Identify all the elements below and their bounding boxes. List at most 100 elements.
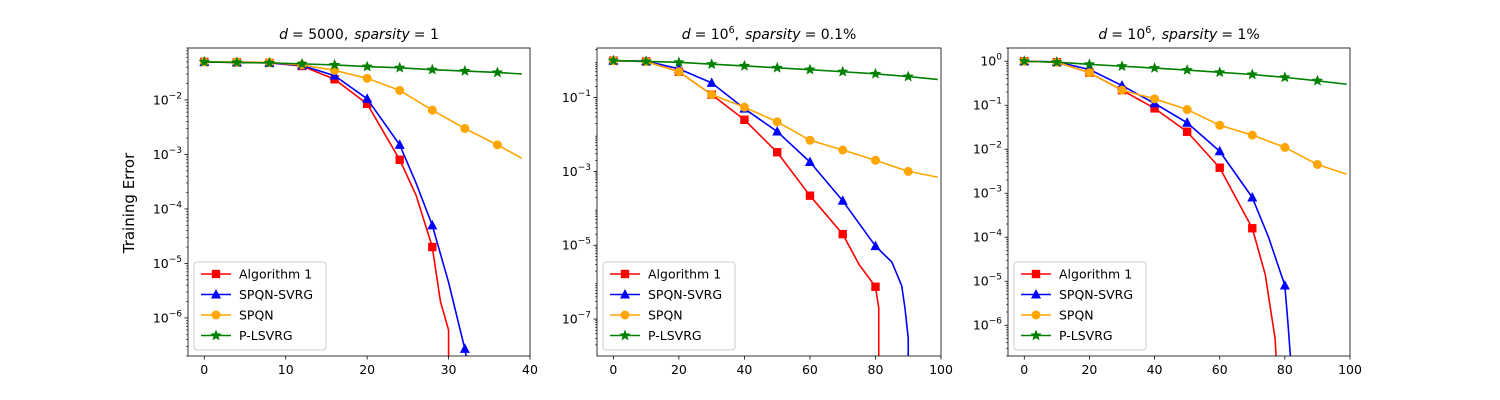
title-comma: , (1151, 27, 1155, 43)
chart-panel-3: d = 106, sparsity = 1%10−610−510−410−310−21… (973, 25, 1362, 377)
data-point-algorithm-1 (1150, 104, 1159, 113)
title-sparsity-value: = 0.1% (805, 27, 857, 43)
data-point-spqn (1312, 160, 1322, 170)
legend-label-spqn-svrg: SPQN-SVRG (648, 287, 722, 302)
y-tick-label: 10−5 (973, 273, 1002, 289)
x-tick-label: 10 (278, 362, 294, 377)
chart-panel-2: d = 106, sparsity = 0.1%10−710−510−310−10 20… (562, 25, 953, 377)
chart-title: d = 106, sparsity = 0.1% (682, 25, 857, 43)
axes-frame (1007, 47, 1351, 357)
legend-marker-p-lsvrg (1030, 329, 1042, 341)
data-point-spqn-svrg (394, 139, 405, 149)
data-point-algorithm-1 (1182, 127, 1192, 136)
data-point-p-lsvrg (459, 65, 471, 76)
data-point-p-lsvrg (231, 56, 243, 68)
y-tick-label: 10−5 (562, 237, 591, 253)
legend: Algorithm 1 SPQN-SVRG SPQN P-LSVRG (193, 261, 327, 351)
y-tick-exponent: −6 (989, 317, 1003, 327)
data-point-p-lsvrg (1181, 64, 1193, 75)
x-tick-label: 0 (200, 362, 208, 377)
data-point-algorithm-1 (772, 148, 782, 157)
legend-marker-p-lsvrg (619, 329, 631, 341)
legend-box (193, 261, 327, 351)
data-point-p-lsvrg (771, 61, 783, 73)
legend-box (1013, 261, 1147, 351)
data-point-spqn (1084, 68, 1094, 78)
y-tick-exponent: 0 (996, 53, 1002, 63)
y-axis-label: Training Error (120, 152, 138, 254)
data-point-spqn-svrg (837, 195, 848, 205)
data-point-spqn (707, 90, 717, 100)
data-point-p-lsvrg (705, 58, 718, 70)
data-point-spqn (870, 155, 880, 165)
legend-label-p-lsvrg: P-LSVRG (648, 328, 702, 343)
data-point-p-lsvrg (640, 55, 652, 67)
data-point-p-lsvrg (673, 56, 685, 68)
y-tick-base: 10 (973, 274, 989, 289)
data-point-p-lsvrg (328, 58, 341, 70)
data-point-spqn (739, 102, 749, 112)
x-tick-label: 40 (1147, 362, 1163, 377)
data-point-spqn (1117, 85, 1127, 95)
data-point-p-lsvrg (1116, 60, 1128, 72)
data-point-p-lsvrg (902, 70, 914, 82)
data-point-spqn-svrg (706, 77, 717, 87)
series-line-spqn-svrg (613, 59, 910, 356)
y-tick-label: 10−2 (153, 91, 182, 107)
x-tick-label: 100 (1338, 362, 1362, 377)
data-point-p-lsvrg (394, 61, 406, 73)
data-point-spqn-svrg (870, 240, 881, 251)
data-point-p-lsvrg (837, 65, 849, 77)
title-d-label: d (1098, 27, 1107, 43)
y-tick-base: 10 (980, 54, 996, 69)
data-point-spqn (903, 166, 913, 176)
title-sparsity-value: = 1% (1221, 27, 1259, 43)
legend-marker-spqn (1031, 310, 1041, 320)
data-point-spqn (1215, 120, 1225, 130)
axes-frame (596, 47, 942, 357)
legend-label-spqn-svrg: SPQN-SVRG (239, 287, 313, 302)
data-point-p-lsvrg (738, 59, 751, 71)
title-sparsity-label: sparsity (1162, 27, 1218, 43)
legend-label-spqn: SPQN (1059, 308, 1094, 323)
y-tick-exponent: −1 (989, 97, 1002, 107)
data-point-p-lsvrg (1279, 71, 1291, 83)
data-point-spqn-svrg (362, 93, 373, 103)
data-point-algorithm-1 (428, 242, 437, 252)
title-d-exponent: 6 (729, 25, 735, 36)
y-tick-exponent: −1 (578, 89, 591, 99)
data-point-spqn-svrg (427, 219, 438, 230)
legend-label-p-lsvrg: P-LSVRG (239, 328, 293, 343)
y-tick-base: 10 (153, 310, 169, 325)
y-tick-label: 10−2 (973, 141, 1002, 157)
y-tick-base: 10 (562, 238, 578, 253)
data-point-p-lsvrg (491, 66, 504, 78)
data-point-p-lsvrg (1311, 74, 1324, 86)
y-tick-exponent: −5 (169, 255, 182, 265)
y-tick-base: 10 (562, 90, 578, 105)
title-d-exponent: 6 (1145, 25, 1151, 36)
title-sparsity-label: sparsity (354, 27, 410, 43)
data-point-algorithm-1 (362, 99, 372, 109)
legend-marker-p-lsvrg (210, 329, 222, 341)
y-tick-base: 10 (973, 230, 989, 245)
data-point-spqn-svrg (772, 126, 783, 136)
data-point-p-lsvrg (1148, 62, 1161, 73)
legend-label-algorithm-1: Algorithm 1 (239, 267, 312, 282)
y-tick-exponent: −7 (578, 311, 591, 321)
y-tick-label: 10−1 (973, 97, 1002, 113)
data-point-p-lsvrg (198, 55, 210, 67)
data-point-algorithm-1 (871, 282, 880, 291)
data-point-spqn (674, 67, 684, 77)
title-sparsity-label: sparsity (745, 27, 801, 43)
chart-title: d = 106, sparsity = 1% (1098, 25, 1259, 43)
data-point-p-lsvrg (296, 57, 308, 69)
legend-label-spqn-svrg: SPQN-SVRG (1059, 287, 1133, 302)
y-tick-base: 10 (973, 318, 989, 333)
y-tick-base: 10 (153, 201, 169, 216)
y-tick-base: 10 (153, 92, 169, 107)
data-point-spqn (427, 105, 437, 115)
y-tick-label: 10−4 (973, 229, 1002, 245)
x-tick-label: 40 (736, 362, 752, 377)
axes-frame (187, 47, 531, 357)
